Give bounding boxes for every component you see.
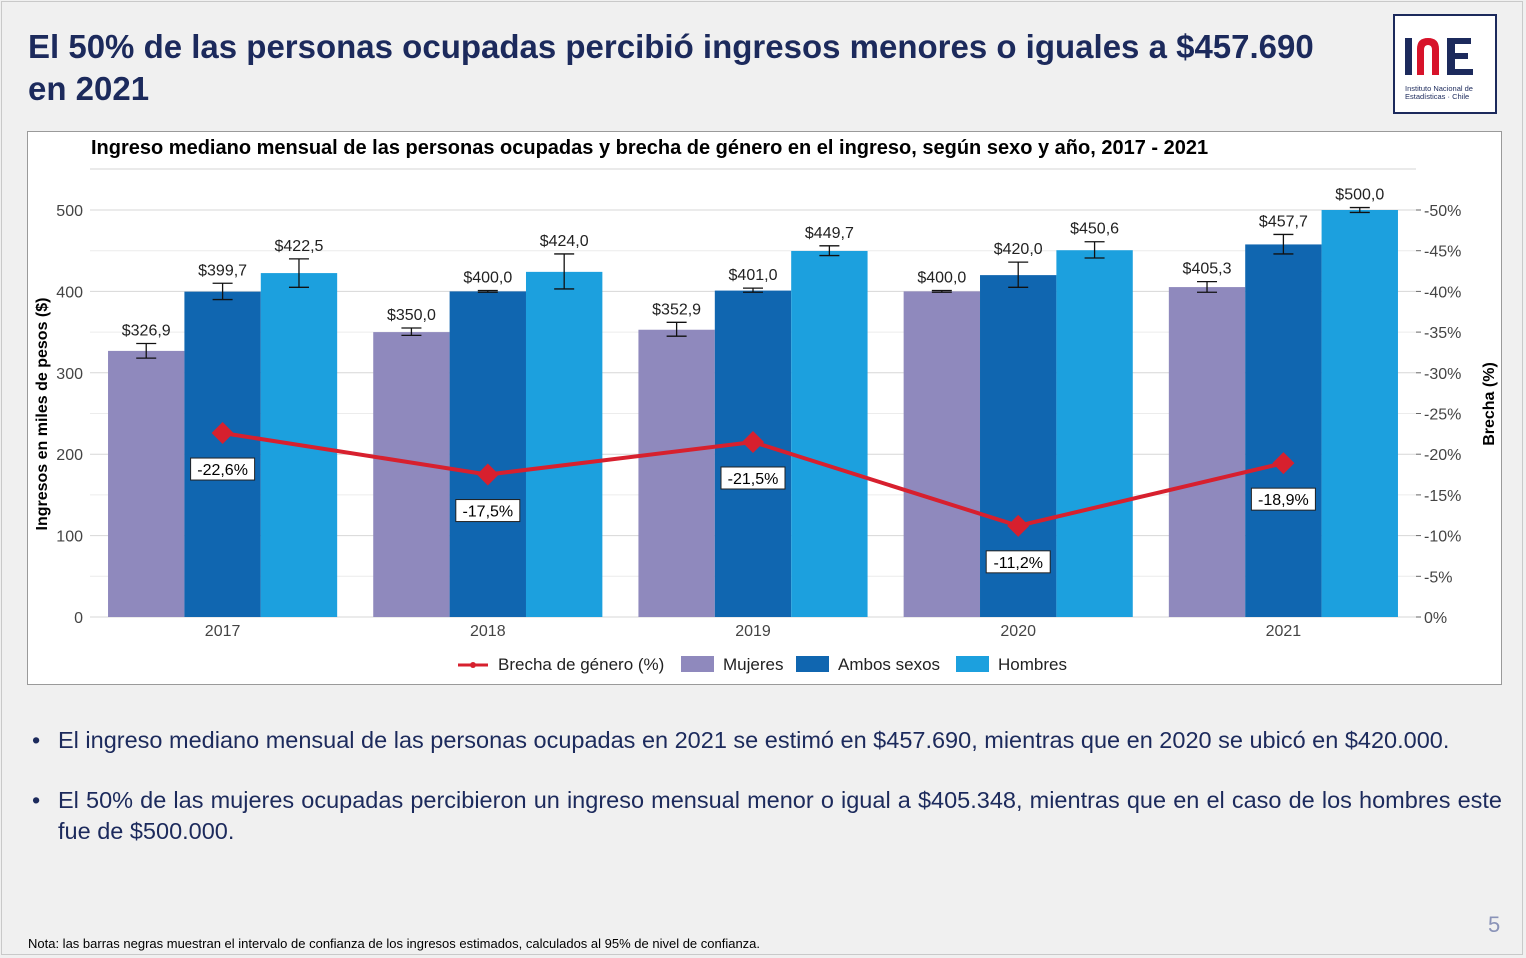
footnote: Nota: las barras negras muestran el inte… xyxy=(28,936,761,951)
y-tick-label: 300 xyxy=(56,366,83,383)
ine-logo-subtitle: Instituto Nacional de Estadísticas · Chi… xyxy=(1405,84,1473,101)
gap-label-box xyxy=(455,499,521,523)
x-tick-label: 2021 xyxy=(1266,623,1302,640)
bar-value-label: $457,7 xyxy=(1259,213,1308,230)
bar-ambos-sexos xyxy=(449,291,526,617)
x-tick-label: 2017 xyxy=(205,623,241,640)
bar-mujeres xyxy=(638,329,715,617)
y2-tick-label: -35% xyxy=(1424,325,1461,342)
bar-value-label: $400,0 xyxy=(917,270,966,287)
gender-gap-marker xyxy=(476,463,499,486)
bar-hombres xyxy=(791,250,868,617)
chart-panel: Ingreso mediano mensual de las personas … xyxy=(27,131,1502,685)
y2-tick-label: -15% xyxy=(1424,488,1461,505)
gender-gap-marker xyxy=(211,422,234,445)
y2-tick-label: 0% xyxy=(1424,610,1447,627)
bar-hombres xyxy=(525,271,603,617)
bar-value-label: $500,0 xyxy=(1335,187,1384,204)
bar-hombres xyxy=(1056,250,1133,617)
chart-title: Ingreso mediano mensual de las personas … xyxy=(91,137,1208,159)
y-axis-title: Ingresos en miles de pesos ($) xyxy=(34,298,51,531)
legend-label: Hombres xyxy=(998,655,1067,674)
gap-label-box xyxy=(720,466,786,490)
bar-value-label: $449,7 xyxy=(805,225,854,242)
bar-mujeres xyxy=(373,332,450,617)
bar-value-label: $401,0 xyxy=(729,267,778,284)
bar-value-label: $424,0 xyxy=(540,233,589,250)
bullet-text: El ingreso mediano mensual de las person… xyxy=(58,727,1450,753)
y-tick-label: 500 xyxy=(56,203,83,220)
bar-value-label: $450,6 xyxy=(1070,221,1119,238)
x-tick-label: 2019 xyxy=(735,623,771,640)
gender-gap-marker xyxy=(1272,452,1295,475)
bar-value-label: $326,9 xyxy=(122,322,171,339)
gap-label: -17,5% xyxy=(462,504,513,521)
y2-tick-label: -10% xyxy=(1424,529,1461,546)
slide-title: El 50% de las personas ocupadas percibió… xyxy=(28,28,1314,107)
gap-label-box xyxy=(985,550,1051,574)
y-tick-label: 100 xyxy=(56,529,83,546)
gap-label: -21,5% xyxy=(728,471,779,488)
x-tick-label: 2018 xyxy=(470,623,506,640)
bar-value-label: $350,0 xyxy=(387,307,436,324)
y2-tick-label: -25% xyxy=(1424,407,1461,424)
bar-mujeres xyxy=(1168,287,1246,617)
gender-gap-marker xyxy=(742,430,764,453)
x-tick-label: 2020 xyxy=(1000,623,1036,640)
bar-mujeres xyxy=(903,291,981,617)
bullet-dot: • xyxy=(32,787,41,813)
legend-label: Ambos sexos xyxy=(838,655,940,674)
y2-tick-label: -5% xyxy=(1424,569,1452,586)
y2-axis-title: Brecha (%) xyxy=(1481,362,1498,446)
bar-value-label: $352,9 xyxy=(652,301,701,318)
income-chart: Ingreso mediano mensual de las personas … xyxy=(34,137,1498,674)
gender-gap-marker xyxy=(1007,514,1030,537)
y2-tick-label: -45% xyxy=(1424,244,1461,261)
legend-label: Brecha de género (%) xyxy=(498,655,664,674)
legend-label: Mujeres xyxy=(723,655,783,674)
gap-label: -22,6% xyxy=(197,462,248,479)
bar-value-label: $420,0 xyxy=(994,241,1043,258)
y-tick-label: 400 xyxy=(56,284,83,301)
bar-hombres xyxy=(1321,210,1398,617)
bullet-item: • El ingreso mediano mensual de las perso… xyxy=(32,725,1502,756)
bar-ambos-sexos xyxy=(714,290,792,617)
bar-ambos-sexos xyxy=(1245,244,1322,617)
bullet-item: • El 50% de las mujeres ocupadas percibie… xyxy=(32,785,1502,847)
bar-ambos-sexos xyxy=(184,291,261,617)
page-number: 5 xyxy=(1488,912,1501,937)
y2-tick-label: -20% xyxy=(1424,447,1461,464)
bar-value-label: $399,7 xyxy=(198,262,247,279)
gap-label: -18,9% xyxy=(1258,492,1309,509)
y2-tick-label: -40% xyxy=(1424,284,1461,301)
bar-value-label: $422,5 xyxy=(275,238,324,255)
bullet-list: • El ingreso mediano mensual de las perso… xyxy=(32,725,1502,876)
bullet-text: El 50% de las mujeres ocupadas percibier… xyxy=(58,787,1502,844)
gap-label-box xyxy=(1250,487,1316,511)
legend-swatch xyxy=(681,656,714,672)
gap-label-box xyxy=(190,457,256,481)
ine-logo-mark xyxy=(1405,38,1473,75)
y2-tick-label: -30% xyxy=(1424,366,1461,383)
y2-tick-label: -50% xyxy=(1424,203,1461,220)
legend-swatch-marker xyxy=(470,662,476,668)
ine-logo: Instituto Nacional de Estadísticas · Chi… xyxy=(1393,14,1497,114)
legend-swatch xyxy=(956,656,989,672)
bar-mujeres xyxy=(108,350,185,617)
y-tick-label: 200 xyxy=(56,447,83,464)
bar-value-label: $405,3 xyxy=(1183,261,1232,278)
y-tick-label: 0 xyxy=(74,610,83,627)
legend-swatch xyxy=(796,656,829,672)
gap-label: -11,2% xyxy=(993,555,1043,572)
bar-value-label: $400,0 xyxy=(463,270,512,287)
bullet-dot: • xyxy=(32,727,41,753)
